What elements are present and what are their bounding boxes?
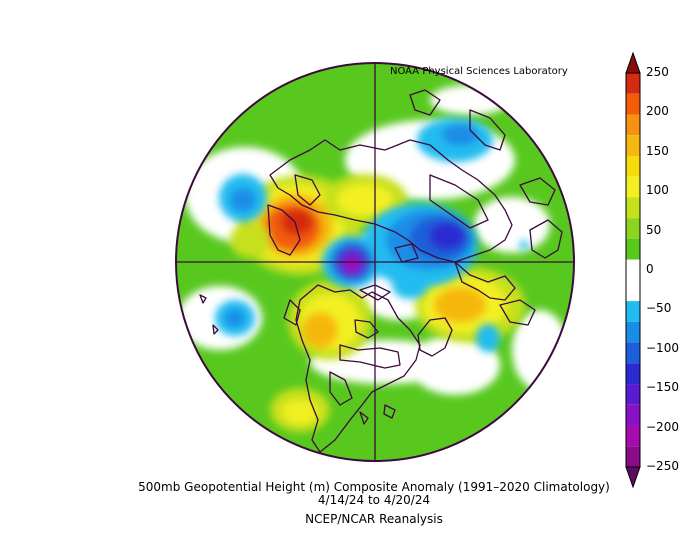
colorbar-tick-label: −200 (646, 419, 679, 434)
colorbar-cell (626, 301, 640, 322)
colorbar-cell (626, 384, 640, 405)
date-range: 4/14/24 to 4/20/24 (317, 493, 431, 507)
colorbar-cell (626, 280, 640, 302)
negative-anomalies (215, 118, 528, 352)
colorbar-cell (626, 155, 640, 177)
colorbar-tick-label: 200 (646, 104, 669, 119)
colorbar-cell (626, 114, 640, 136)
colorbar-cell (626, 321, 640, 343)
colorbar-cell (626, 218, 640, 239)
colorbar-tick-label: −250 (646, 459, 679, 473)
data-source: NCEP/NCAR Reanalysis (305, 512, 443, 526)
positive-anomalies (230, 174, 525, 432)
colorbar-cell (626, 135, 640, 156)
colorbar-frame (625, 72, 641, 468)
colorbar-cell (626, 197, 640, 219)
colorbar-tick-label: 50 (646, 222, 662, 237)
map-title: 500mb Geopotential Height (m) Composite … (138, 480, 610, 494)
colorbar-cell (626, 446, 640, 467)
coastlines (199, 89, 563, 453)
colorbar-cell (626, 259, 640, 281)
colorbar-cell (626, 176, 640, 198)
colorbar-tick-label: 0 (646, 262, 654, 276)
colorbar (625, 51, 641, 489)
colorbar-tick-label: −150 (646, 380, 679, 395)
map-boundary-circle (175, 62, 575, 462)
colorbar-tick-label: −50 (646, 301, 672, 316)
colorbar-top-arrow (625, 51, 641, 74)
colorbar-cell (626, 425, 640, 447)
colorbar-cell (626, 404, 640, 426)
colorbar-tick-label: 250 (646, 65, 669, 79)
colorbar-cell (626, 93, 640, 115)
meridian-lines (176, 63, 574, 461)
colorbar-tick-label: 150 (646, 143, 669, 158)
colorbar-cell (626, 342, 640, 364)
colorbar-tick-label: 100 (646, 183, 669, 198)
colorbar-tick-label: −100 (646, 340, 679, 355)
colorbar-cell (626, 363, 640, 385)
credit-label: NOAA Physical Sciences Laboratory (390, 66, 568, 77)
colorbar-cell (626, 238, 640, 260)
colorbar-cell (626, 73, 640, 94)
